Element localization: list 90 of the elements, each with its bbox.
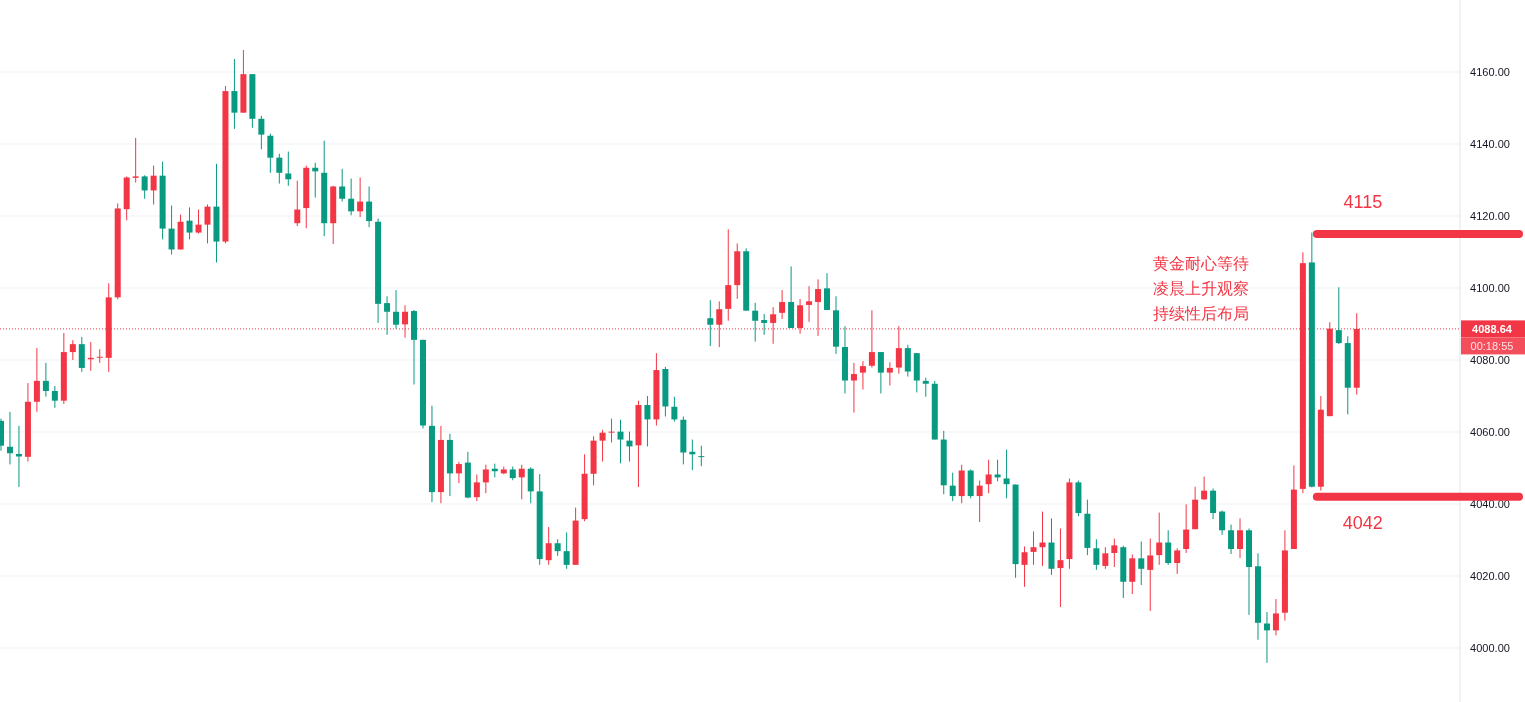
candlestick: [617, 419, 624, 464]
candlestick: [859, 360, 866, 391]
candlestick: [698, 445, 705, 467]
candlestick: [527, 466, 534, 504]
y-tick-label: 4000.00: [1470, 642, 1510, 654]
candlestick: [1021, 545, 1028, 588]
candlestick: [150, 165, 157, 205]
candlestick: [545, 526, 552, 566]
candlestick: [258, 115, 265, 150]
candlestick: [455, 461, 462, 484]
candlestick: [707, 299, 714, 347]
ref-line-label: 4115: [1343, 192, 1383, 212]
text: 00:18:55: [1470, 339, 1514, 352]
candlestick: [6, 411, 13, 465]
candlestick: [168, 205, 175, 256]
candlestick: [779, 289, 786, 320]
candlestick: [1183, 503, 1190, 554]
candlestick: [393, 289, 400, 330]
candlestick: [132, 137, 139, 184]
y-tick-label: 4100.00: [1470, 282, 1510, 294]
candlestick: [1228, 524, 1235, 555]
candlestick: [204, 203, 211, 244]
candlestick: [904, 344, 911, 378]
candlestick: [1030, 530, 1037, 566]
candlestick: [761, 313, 768, 336]
y-tick-label: 4040.00: [1470, 498, 1510, 510]
y-tick-label: 4140.00: [1470, 138, 1510, 150]
candlestick: [994, 459, 1001, 482]
candlestick: [357, 176, 364, 218]
candlestick: [877, 351, 884, 394]
candlestick: [1093, 538, 1100, 571]
candlestick: [294, 180, 301, 227]
candlestick: [1335, 286, 1342, 345]
candlestick: [51, 385, 58, 409]
candlestick: [1156, 512, 1163, 566]
candlestick: [644, 395, 651, 447]
candlestick: [1272, 598, 1279, 636]
candlestick: [1102, 546, 1109, 570]
candlestick: [231, 58, 238, 130]
candlestick: [276, 153, 283, 185]
y-tick-label: 4060.00: [1470, 426, 1510, 438]
candlestick: [1138, 540, 1145, 586]
candlestick: [949, 472, 956, 502]
candlestick: [348, 178, 355, 216]
candlestick: [69, 339, 76, 361]
candlestick: [1003, 449, 1010, 499]
candlestick: [473, 473, 480, 502]
candlestick: [1174, 547, 1181, 575]
candlestick: [886, 361, 893, 387]
candlestick: [1057, 527, 1064, 608]
candlestick: [42, 362, 49, 398]
candlestick: [1201, 476, 1208, 501]
candlestick: [518, 464, 525, 500]
candlestick: [671, 396, 678, 423]
y-tick-label: 4120.00: [1470, 210, 1510, 222]
candlestick: [366, 185, 373, 228]
candlestick: [985, 459, 992, 494]
annotation: 黄金耐心等待凌晨上升观察持续性后布局: [1152, 255, 1249, 322]
y-tick-label: 4080.00: [1470, 354, 1510, 366]
candlestick: [806, 285, 813, 323]
candlestick: [195, 209, 202, 235]
candlestick: [33, 347, 40, 413]
candlestick: [141, 174, 148, 200]
ref-line-label: 4088.64: [1472, 322, 1513, 335]
candlestick: [482, 464, 489, 494]
candlestick: [725, 228, 732, 322]
candlestick: [78, 336, 85, 373]
candlestick: [599, 429, 606, 463]
candlestick: [339, 168, 346, 203]
candlestick: [1210, 488, 1217, 520]
candlestick: [850, 362, 857, 414]
y-tick-label: 4020.00: [1470, 570, 1510, 582]
candlestick: [1237, 517, 1244, 559]
candlestick: [976, 480, 983, 523]
candlestick: [1165, 529, 1172, 566]
candlestick: [922, 377, 929, 398]
candlestick: [1219, 509, 1226, 536]
candlestick: [752, 302, 759, 343]
candlestick: [186, 206, 193, 240]
candlestick: [96, 348, 103, 364]
y-tick-label: 4160.00: [1470, 66, 1510, 78]
ref-line-label: 4042: [1342, 512, 1383, 533]
candlestick: [563, 531, 570, 570]
candlestick: [267, 133, 274, 174]
candlestick: [1111, 538, 1118, 568]
candlestick: [1147, 538, 1154, 612]
candlestick: [608, 418, 615, 443]
candlestick: [384, 295, 391, 336]
candlestick: [824, 272, 831, 311]
candlestick: [1129, 553, 1136, 595]
